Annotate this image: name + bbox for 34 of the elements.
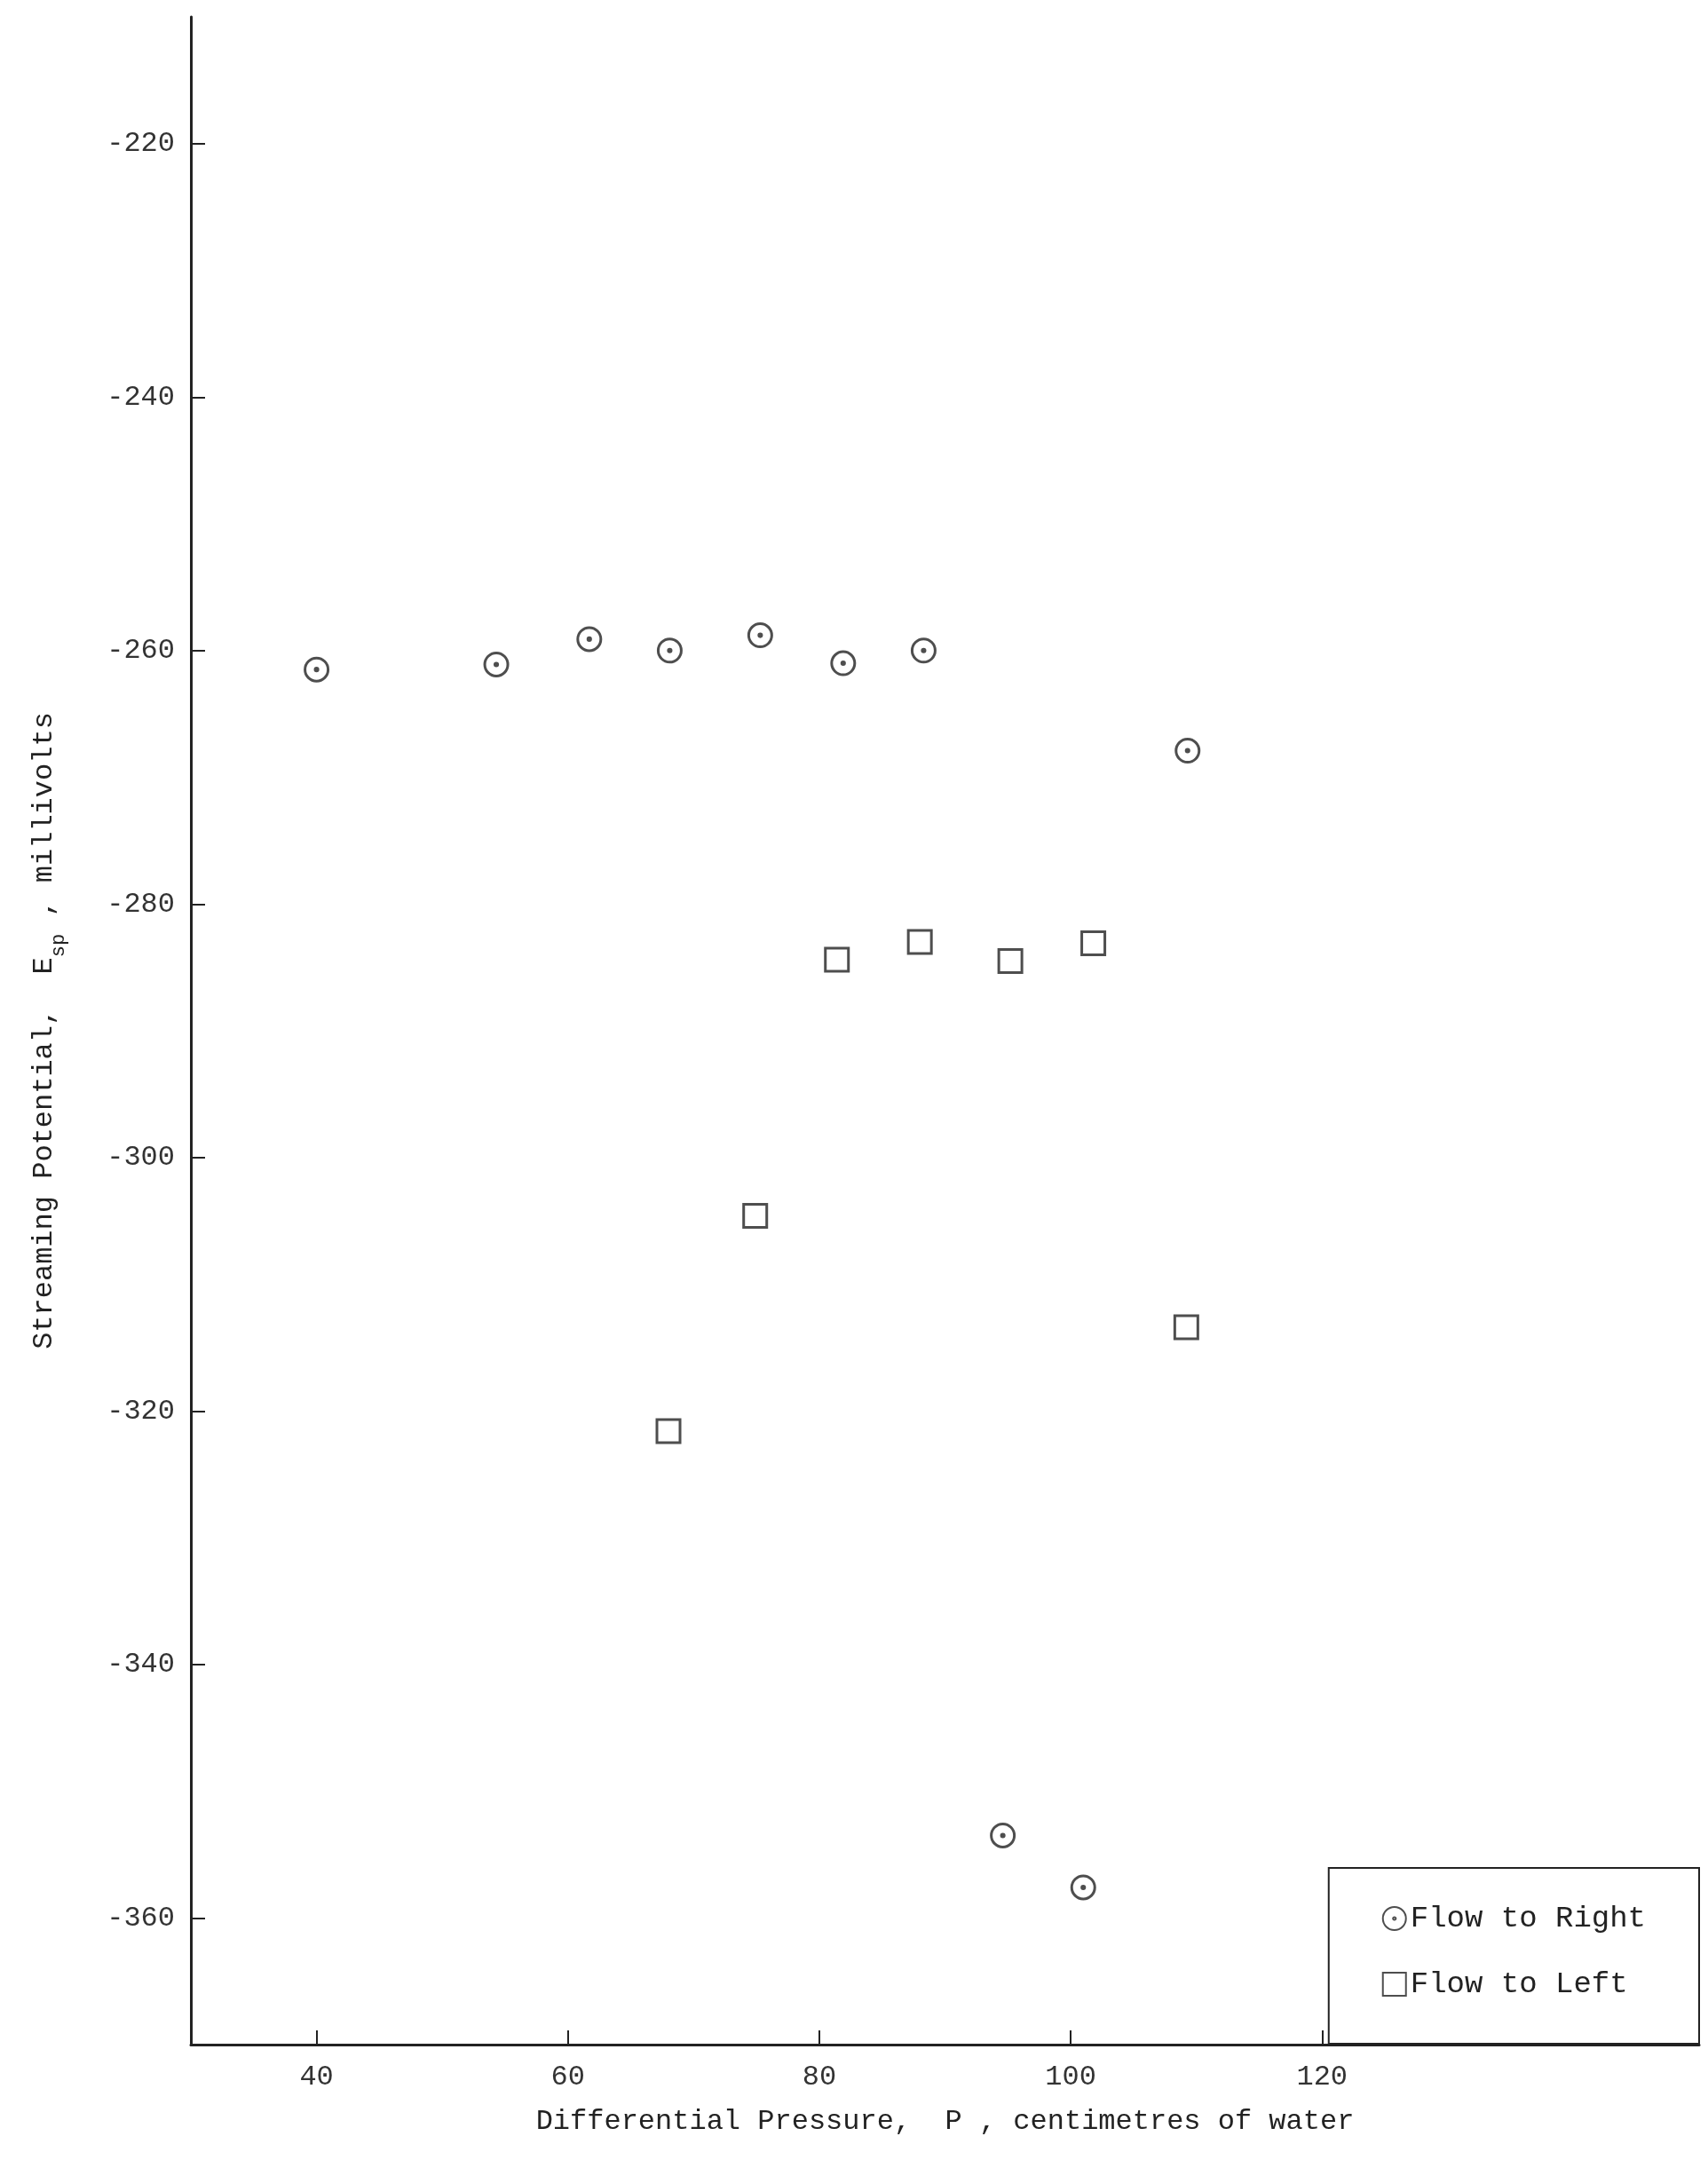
point (656, 637, 683, 664)
point (655, 1418, 682, 1444)
x-tick-label: 60 (550, 2060, 585, 2093)
legend-label: Flow to Right (1410, 1902, 1647, 1935)
point (747, 622, 773, 649)
y-tick-label: -320 (107, 1394, 175, 1428)
point (910, 637, 937, 664)
y-tick-label: -360 (107, 1901, 175, 1935)
point (824, 946, 850, 973)
point (830, 650, 857, 677)
x-tick-label: 100 (1045, 2060, 1096, 2093)
point (304, 656, 330, 683)
point (997, 947, 1024, 974)
y-tick-label: -300 (107, 1141, 175, 1175)
y-tick-label: -220 (107, 127, 175, 161)
legend-label: Flow to Left (1410, 1967, 1628, 2001)
y-tick-label: -280 (107, 887, 175, 921)
point (1174, 738, 1201, 764)
y-tick-label: -260 (107, 634, 175, 668)
x-tick-label: 120 (1296, 2060, 1348, 2093)
point (990, 1822, 1016, 1848)
y-tick-label: -240 (107, 380, 175, 414)
point (483, 651, 510, 677)
point (906, 929, 933, 955)
point (576, 626, 603, 653)
point (1173, 1314, 1199, 1341)
point (1070, 1874, 1096, 1901)
point (742, 1202, 769, 1229)
point (1080, 930, 1107, 956)
y-axis-title: Streaming Potential, Esp , millivolts (27, 712, 70, 1349)
x-tick-label: 80 (802, 2060, 837, 2093)
x-tick-label: 40 (299, 2060, 334, 2093)
x-axis-title: Differential Pressure, P , centimetres of water (535, 2104, 1355, 2138)
y-tick-label: -340 (107, 1648, 175, 1681)
